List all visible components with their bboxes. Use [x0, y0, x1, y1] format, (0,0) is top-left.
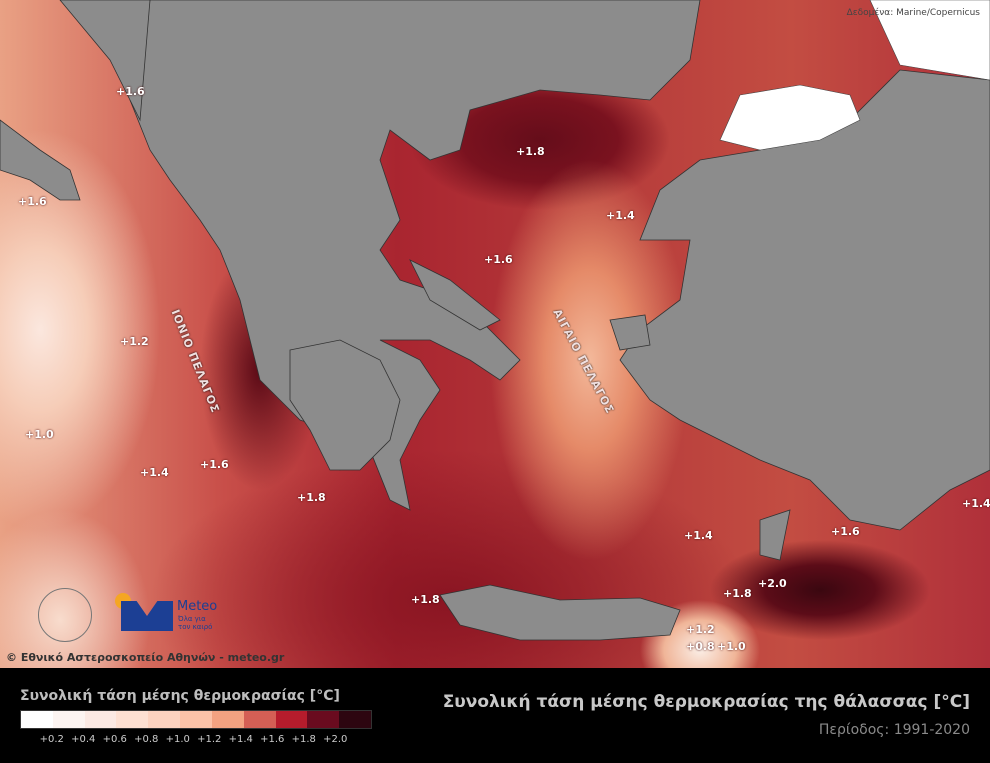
legend-tick-label: +0.2	[39, 734, 64, 745]
land-areas	[0, 0, 990, 641]
legend-ticks: +0.2 +0.4 +0.6 +0.8 +1.0 +1.2 +1.4 +1.6 +1.8 +2.0	[36, 734, 351, 745]
observatory-seal-logo	[38, 588, 92, 642]
land-italy	[0, 0, 151, 201]
meteo-tagline: τον καιρό	[178, 623, 213, 631]
meteo-tagline: Όλα για	[178, 615, 206, 623]
contour-label: +1.4	[140, 466, 169, 479]
meteo-name: Meteo	[177, 599, 218, 614]
legend-colorbar	[20, 710, 372, 729]
contour-label: +1.4	[606, 209, 635, 222]
land-rhodes	[759, 509, 791, 561]
contour-label: +1.6	[831, 525, 860, 538]
contour-label: +1.2	[120, 335, 149, 348]
data-source-credit: Δεδομένα: Marine/Copernicus	[846, 8, 980, 18]
legend-tick-label: +0.8	[134, 734, 159, 745]
legend-tick-label: +1.4	[228, 734, 253, 745]
contour-label: +1.4	[962, 497, 990, 510]
contour-label: +0.8	[686, 640, 715, 653]
period-text: Περίοδος: 1991-2020	[818, 722, 970, 738]
legend-tick-label: +1.6	[260, 734, 285, 745]
legend-swatch	[180, 711, 212, 728]
legend-tick-label: +2.0	[323, 734, 348, 745]
legend-swatch	[243, 711, 276, 728]
land-marmara-white	[719, 0, 990, 151]
contour-label: +1.8	[723, 587, 752, 600]
land-balkans-greece	[129, 0, 701, 511]
legend-swatch	[307, 711, 340, 728]
contour-label: +1.6	[18, 195, 47, 208]
legend-swatch	[148, 711, 181, 728]
legend-swatch	[52, 711, 85, 728]
sea-temperature-trend-map: +1.6 +1.6 +1.8 +1.4 +1.6 +1.2 +1.0 +1.4 …	[0, 0, 990, 668]
contour-label: +1.0	[25, 428, 54, 441]
legend-title: Συνολική τάση μέσης θερμοκρασίας [°C]	[20, 688, 340, 704]
contour-label: +1.6	[484, 253, 513, 266]
legend-swatch	[211, 711, 244, 728]
contour-label: +1.2	[686, 623, 715, 636]
legend-swatch	[116, 711, 149, 728]
contour-label: +1.6	[116, 85, 145, 98]
contour-label: +1.8	[411, 593, 440, 606]
contour-label: +2.0	[758, 577, 787, 590]
legend-swatch	[339, 711, 371, 728]
contour-label: +1.6	[200, 458, 229, 471]
legend-swatch	[84, 711, 117, 728]
land-crete	[439, 584, 681, 641]
legend-swatch	[275, 711, 308, 728]
land-turkey	[619, 69, 990, 531]
legend-panel: Συνολική τάση μέσης θερμοκρασίας [°C] +0…	[0, 668, 990, 763]
legend-tick-label: +0.6	[102, 734, 127, 745]
legend-tick-label: +1.2	[197, 734, 222, 745]
contour-label: +1.0	[717, 640, 746, 653]
legend-tick-label: +1.8	[291, 734, 316, 745]
copyright-text: © Εθνικό Αστεροσκοπείο Αθηνών - meteo.gr	[6, 651, 285, 664]
contour-label: +1.8	[516, 145, 545, 158]
land-euboea	[409, 259, 501, 331]
legend-swatch	[21, 711, 53, 728]
land-lesvos	[609, 314, 651, 351]
contour-label: +1.4	[684, 529, 713, 542]
legend-tick-label: +0.4	[71, 734, 96, 745]
map-title: Συνολική τάση μέσης θερμοκρασίας της θάλ…	[442, 692, 970, 712]
land-peloponnese	[289, 339, 401, 471]
contour-label: +1.8	[297, 491, 326, 504]
legend-tick-label: +1.0	[165, 734, 190, 745]
